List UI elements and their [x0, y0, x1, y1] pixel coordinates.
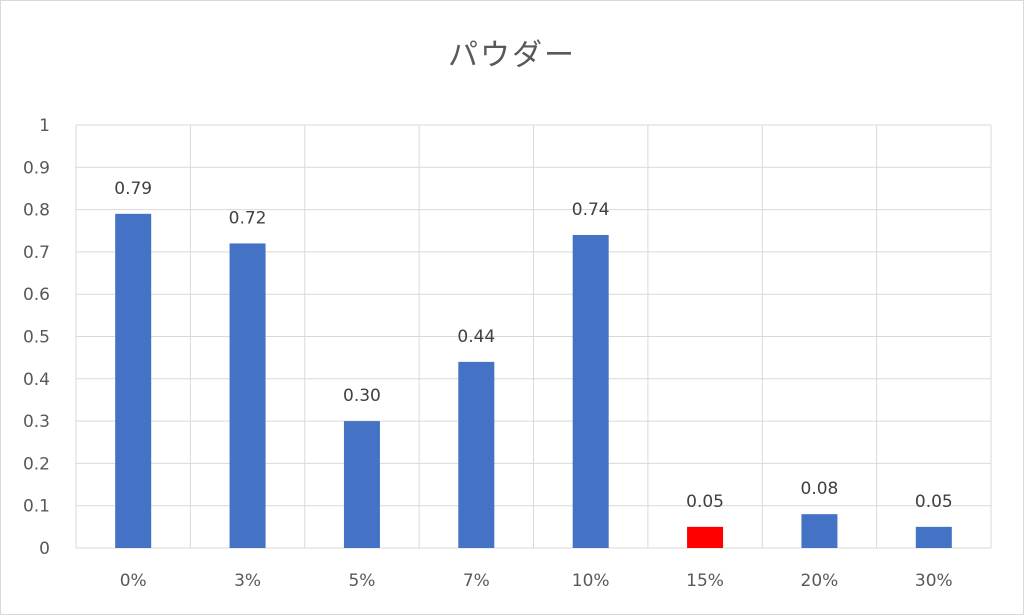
y-tick-label: 1 [39, 116, 50, 136]
data-label: 0.05 [915, 492, 953, 512]
bar-30pct [915, 526, 952, 548]
x-tick-label: 10% [572, 571, 610, 591]
x-tick-label: 7% [463, 571, 490, 591]
y-tick-label: 0.1 [23, 497, 50, 517]
data-label: 0.74 [572, 200, 610, 220]
gridlines [75, 124, 992, 549]
bar-10pct [572, 234, 609, 549]
data-label: 0.79 [114, 179, 152, 199]
bar-20pct [801, 514, 838, 548]
bar-15pct [687, 526, 724, 548]
x-tick-label: 5% [348, 571, 375, 591]
y-axis-ticks: 0 0.1 0.2 0.3 0.4 0.5 0.6 0.7 0.8 0.9 1 [23, 116, 50, 559]
data-label: 0.08 [801, 479, 839, 499]
y-tick-label: 0.5 [23, 328, 50, 348]
x-tick-label: 0% [120, 571, 147, 591]
x-tick-label: 20% [801, 571, 839, 591]
data-labels: 0.79 0.72 0.30 0.44 0.74 0.05 0.08 0.05 [114, 179, 952, 512]
x-axis-ticks: 0% 3% 5% 7% 10% 15% 20% 30% [120, 571, 953, 591]
y-tick-label: 0.8 [23, 201, 50, 221]
chart-title: パウダー [448, 38, 576, 73]
y-tick-label: 0.3 [23, 412, 50, 432]
y-tick-label: 0.9 [23, 158, 50, 178]
x-tick-label: 15% [686, 571, 724, 591]
y-tick-label: 0 [39, 539, 50, 559]
bar-3pct [229, 243, 266, 548]
y-tick-label: 0.6 [23, 285, 50, 305]
bar-0pct [115, 213, 152, 548]
y-tick-label: 0.7 [23, 243, 50, 263]
x-tick-label: 30% [915, 571, 953, 591]
y-tick-label: 0.2 [23, 454, 50, 474]
data-label: 0.30 [343, 386, 381, 406]
bar-7pct [458, 361, 495, 548]
data-label: 0.44 [457, 327, 495, 347]
bar-5pct [343, 421, 380, 548]
data-label: 0.72 [229, 208, 267, 228]
x-tick-label: 3% [234, 571, 261, 591]
y-tick-label: 0.4 [23, 370, 50, 390]
data-label: 0.05 [686, 492, 724, 512]
bars [115, 213, 952, 549]
